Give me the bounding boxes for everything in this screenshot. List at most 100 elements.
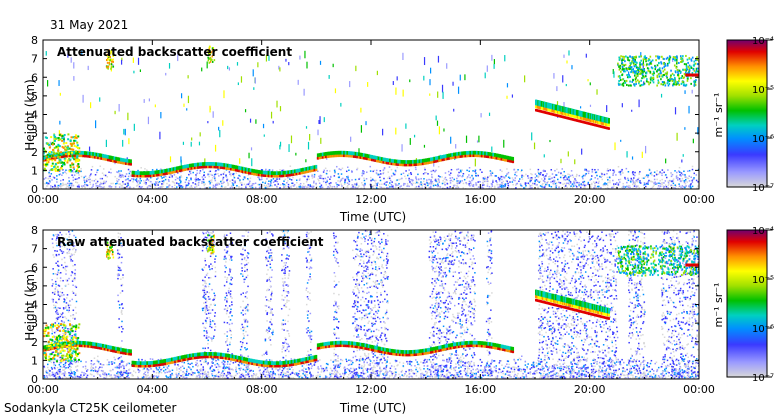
signal-cell (304, 175, 306, 178)
noise-cell (216, 182, 219, 185)
noise-cell (595, 186, 598, 189)
cloud-fragment (186, 108, 188, 111)
noise-cell (501, 178, 503, 181)
signal-cell (462, 172, 465, 175)
signal-cell (627, 171, 630, 173)
cloud-cell (639, 61, 641, 64)
noise-cell (620, 170, 623, 172)
signal-cell (219, 180, 222, 183)
cloud-peak-cell (77, 154, 80, 158)
noise-cell (392, 187, 395, 189)
noise-cell (61, 373, 63, 375)
cloud-cell (640, 72, 642, 75)
signal-cell (214, 173, 217, 175)
noise-cell (455, 187, 457, 189)
cloud-cell (641, 77, 643, 80)
cloud-cell (453, 152, 455, 159)
cloud-fragment (506, 95, 508, 99)
signal-cell (60, 183, 62, 185)
noise-cell (672, 178, 675, 180)
cloud-cell (497, 153, 500, 160)
cloud-peak-cell (441, 158, 444, 162)
noise-cell (531, 178, 533, 180)
cloud-cell (641, 73, 644, 76)
noise-cell (157, 371, 160, 374)
cloud-cell (249, 168, 252, 175)
cloud-cell (213, 49, 215, 52)
noise-cell (534, 173, 537, 175)
cloud-fragment (642, 59, 645, 65)
signal-cell (274, 184, 276, 186)
signal-cell (389, 186, 391, 188)
signal-cell (578, 184, 580, 186)
cloud-cell (449, 153, 452, 160)
cloud-fragment (574, 159, 576, 165)
noise-cell (558, 186, 560, 189)
cloud-peak-cell (416, 163, 419, 166)
noise-cell (563, 182, 566, 185)
noise-cell (361, 376, 364, 379)
noise-cell (619, 178, 622, 181)
noise-cell (571, 174, 574, 177)
signal-cell (611, 186, 613, 189)
signal-cell (390, 175, 393, 177)
signal-cell (613, 170, 616, 173)
noise-cell (590, 183, 593, 186)
cloud-peak-cell (257, 173, 260, 177)
cloud-peak-cell (74, 154, 77, 158)
noise-cell (91, 367, 94, 369)
cloud-peak-cell (448, 157, 451, 160)
signal-cell (684, 186, 686, 189)
signal-cell (609, 169, 612, 171)
signal-cell (653, 171, 656, 174)
cloud-cell (85, 151, 88, 158)
cloud-cell (630, 66, 633, 69)
cloud-cell (479, 151, 482, 158)
cloud-cell (696, 56, 698, 59)
signal-cell (650, 171, 652, 174)
signal-cell (553, 176, 556, 179)
noise-cell (572, 368, 575, 370)
cloud-fragment (423, 144, 426, 148)
cloud-cell (635, 83, 637, 86)
signal-cell (176, 172, 179, 174)
signal-cell (306, 178, 308, 181)
signal-cell (229, 186, 232, 189)
cloud-cell (683, 73, 686, 76)
noise-cell (603, 372, 605, 374)
noise-cell (530, 172, 532, 175)
noise-cell (564, 179, 567, 181)
cloud-cell (650, 60, 653, 63)
signal-cell (45, 181, 48, 184)
cloud-cell (262, 170, 265, 177)
noise-cell (678, 166, 681, 169)
noise-cell (471, 184, 473, 186)
cloud-cell (646, 80, 648, 83)
noise-cell (180, 187, 183, 189)
signal-cell (74, 178, 77, 181)
cloud-fragment (435, 115, 437, 121)
cloud-cell (161, 169, 164, 176)
noise-cell (566, 365, 568, 367)
cloud-peak-cell (116, 160, 119, 164)
signal-cell (402, 172, 405, 175)
noise-cell (149, 187, 151, 189)
noise-cell (307, 186, 309, 188)
noise-cell (159, 186, 161, 188)
cloud-fragment (236, 62, 239, 66)
cloud-cell (46, 162, 49, 165)
noise-cell (59, 169, 62, 171)
cloud-cell (174, 166, 177, 173)
cloud-cell (688, 70, 690, 73)
noise-cell (162, 185, 164, 188)
signal-cell (354, 178, 357, 181)
cloud-cell (660, 62, 663, 65)
noise-cell (255, 373, 258, 375)
noise-cell (444, 187, 446, 189)
cloud-peak-cell (105, 158, 108, 161)
noise-cell (239, 182, 242, 184)
noise-cell (428, 186, 430, 189)
noise-cell (147, 371, 149, 374)
signal-cell (330, 182, 332, 184)
noise-cell (638, 173, 641, 176)
